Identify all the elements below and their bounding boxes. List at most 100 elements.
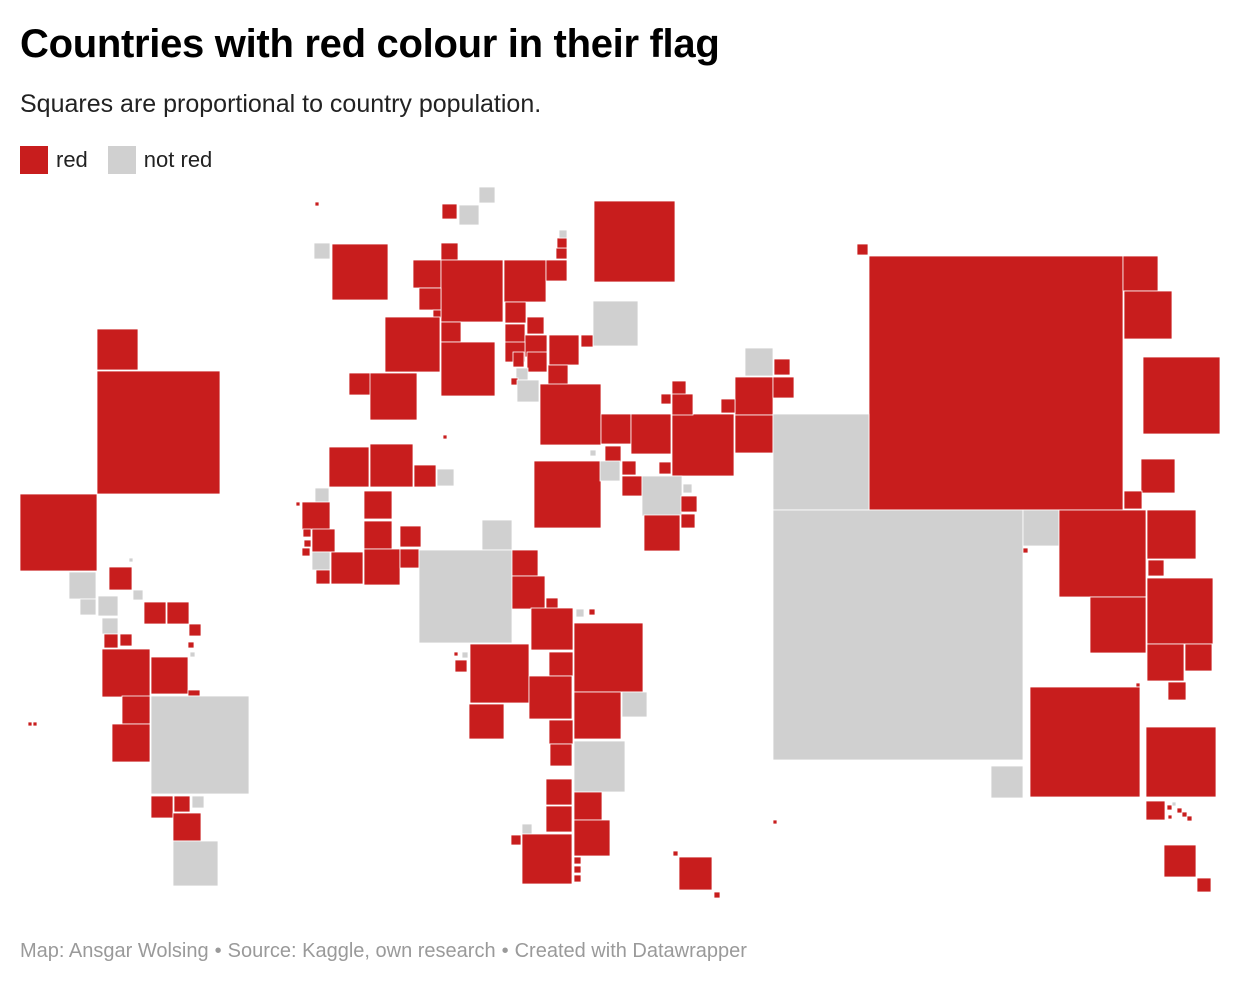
country-square-red <box>621 475 643 497</box>
country-square-red <box>418 287 442 311</box>
country-square-red <box>27 721 33 727</box>
country-square-red <box>680 513 696 529</box>
country-square-not-red <box>79 598 97 616</box>
country-square-red <box>412 259 442 289</box>
country-square-red <box>442 434 448 440</box>
country-square-not-red <box>97 595 119 617</box>
country-square-red <box>1146 509 1197 560</box>
country-square-not-red <box>573 740 626 793</box>
country-square-not-red <box>172 840 219 887</box>
country-square-red <box>1135 682 1141 688</box>
country-square-red <box>295 501 301 507</box>
country-square-not-red <box>772 413 870 511</box>
country-square-red <box>315 569 331 585</box>
country-square-red <box>440 259 504 323</box>
country-square-not-red <box>418 549 513 644</box>
country-square-red <box>19 493 98 572</box>
country-square-red <box>1167 681 1187 701</box>
country-square-red <box>621 460 637 476</box>
country-square-red <box>369 372 418 421</box>
country-square-red <box>384 316 441 373</box>
country-square-red <box>512 351 525 368</box>
country-square-red <box>172 812 202 842</box>
country-square-red <box>604 445 622 463</box>
country-square-red <box>588 608 596 616</box>
country-square-red <box>1196 877 1212 893</box>
country-square-red <box>555 247 568 260</box>
country-square-red <box>1123 490 1143 510</box>
country-square-red <box>1166 804 1173 811</box>
country-square-not-red <box>101 617 119 635</box>
country-square-red <box>573 691 622 740</box>
country-square-red <box>1163 844 1197 878</box>
country-square-red <box>1029 686 1141 798</box>
country-square-not-red <box>314 487 330 503</box>
country-square-red <box>166 601 190 625</box>
country-square-red <box>545 259 568 282</box>
country-square-red <box>539 383 602 446</box>
country-square-red <box>187 689 201 697</box>
country-square-red <box>671 393 694 416</box>
country-square-red <box>1146 577 1214 645</box>
country-square-red <box>301 547 311 557</box>
footer-separator: • <box>214 940 222 962</box>
country-square-red <box>504 323 526 345</box>
legend-swatch-red <box>20 146 48 174</box>
country-square-not-red <box>682 483 693 494</box>
country-square-red <box>600 413 632 445</box>
country-square-not-red <box>1022 509 1060 547</box>
country-square-not-red <box>589 449 597 457</box>
country-square-red <box>302 528 312 538</box>
country-square-red <box>150 795 174 819</box>
country-square-red <box>573 622 644 693</box>
country-square-red <box>399 548 420 569</box>
country-square-red <box>121 695 151 725</box>
country-square-red <box>671 413 735 477</box>
country-square-red <box>363 520 393 550</box>
legend-item-not-red: not red <box>107 146 212 174</box>
country-square-red <box>173 795 191 813</box>
country-square-red <box>188 623 202 637</box>
page-subtitle: Squares are proportional to country popu… <box>20 90 542 118</box>
country-square-red <box>453 651 459 657</box>
country-square-red <box>369 443 414 488</box>
country-square-red <box>580 334 594 348</box>
footer: Map: Ansgar Wolsing • Source: Kaggle, own … <box>20 940 747 963</box>
country-square-red <box>303 539 312 548</box>
legend-swatch-not-red <box>107 146 136 174</box>
country-square-not-red <box>744 347 774 377</box>
country-square-red <box>119 633 133 647</box>
country-square-red <box>556 237 568 249</box>
country-square-red <box>363 548 401 586</box>
country-square-red <box>1142 356 1221 435</box>
country-square-red <box>1122 255 1159 292</box>
country-square-red <box>680 495 698 513</box>
country-square-red <box>658 461 672 475</box>
country-square-red <box>103 633 119 649</box>
legend-label-red: red <box>56 147 88 172</box>
country-square-red <box>545 778 573 806</box>
country-square-red <box>1146 643 1185 682</box>
country-square-red <box>1176 807 1183 814</box>
country-square-not-red <box>461 651 469 659</box>
country-square-not-red <box>313 242 331 260</box>
country-square-red <box>111 723 151 763</box>
country-square-red <box>330 551 364 585</box>
country-square-red <box>1167 814 1173 820</box>
country-square-red <box>856 243 869 256</box>
country-square-red <box>1184 643 1213 672</box>
country-square-red <box>548 334 580 366</box>
page-title: Countries with red colour in their flag <box>20 22 720 66</box>
country-square-red <box>101 648 151 698</box>
country-square-red <box>511 575 546 610</box>
country-square-red <box>331 243 389 301</box>
country-square-red <box>772 376 795 399</box>
country-square-red <box>441 203 458 220</box>
legend: red not red <box>20 146 232 174</box>
country-square-red <box>32 721 38 727</box>
country-square-red <box>440 321 462 343</box>
country-square-red <box>440 242 459 261</box>
country-square-red <box>503 259 547 303</box>
country-square-not-red <box>621 691 648 718</box>
